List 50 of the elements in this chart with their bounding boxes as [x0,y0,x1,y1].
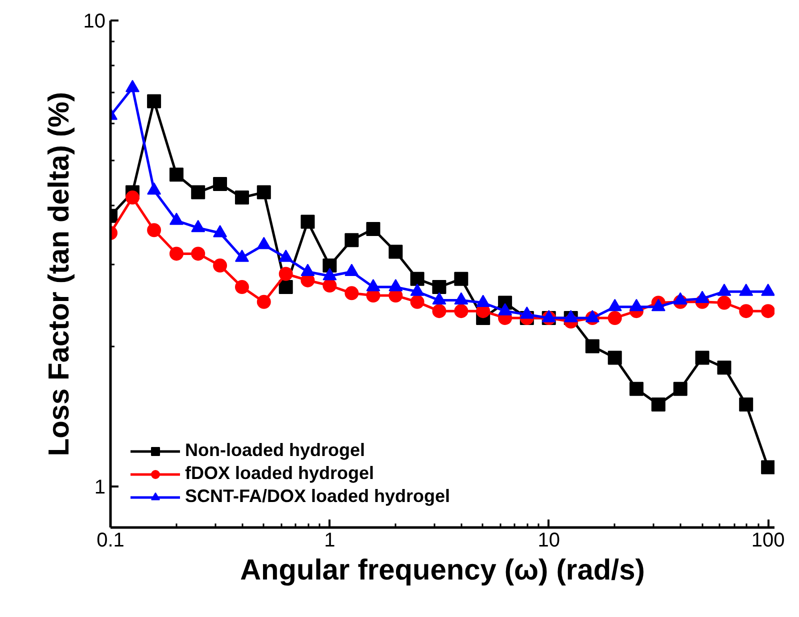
x-tick-label: 100 [751,530,785,552]
point [629,382,644,396]
point [169,246,184,261]
point [410,294,424,309]
point [147,94,162,108]
x-tick-label: 1 [324,530,336,552]
point [256,294,271,309]
point [608,350,622,365]
point [344,286,359,300]
point [344,233,359,248]
point [454,304,468,318]
point [739,304,754,318]
x-tick-label: 0.1 [96,530,124,552]
point [169,168,184,182]
point [234,190,249,205]
point [761,304,774,318]
point [322,278,337,293]
point [126,190,140,205]
point [432,304,446,318]
point [651,398,666,412]
point [695,350,710,365]
legend-label: SCNT-FA/DOX loaded hydrogel [185,486,450,507]
point [191,246,206,261]
point [608,311,622,325]
point [256,185,271,200]
legend-label: fDOX loaded hydrogel [185,463,374,484]
point [300,214,315,229]
point [278,266,293,281]
point [673,382,688,396]
point [388,244,403,259]
point [234,280,249,294]
point [213,176,228,191]
point [432,280,446,294]
point [454,272,468,286]
point [410,272,424,286]
y-axis-title: Loss Factor (tan delta) (%) [43,92,76,456]
point [322,258,337,273]
point [585,339,600,354]
point [278,280,293,294]
x-tick-label: 10 [538,530,560,552]
point [739,398,754,412]
point [717,360,732,375]
point [191,185,206,200]
point [366,222,380,236]
point [213,258,228,273]
point [761,460,774,474]
point [717,296,732,310]
legend-label: Non-loaded hydrogel [185,440,365,461]
point [147,223,162,238]
x-axis-title: Angular frequency (ω) (rad/s) [240,554,645,586]
